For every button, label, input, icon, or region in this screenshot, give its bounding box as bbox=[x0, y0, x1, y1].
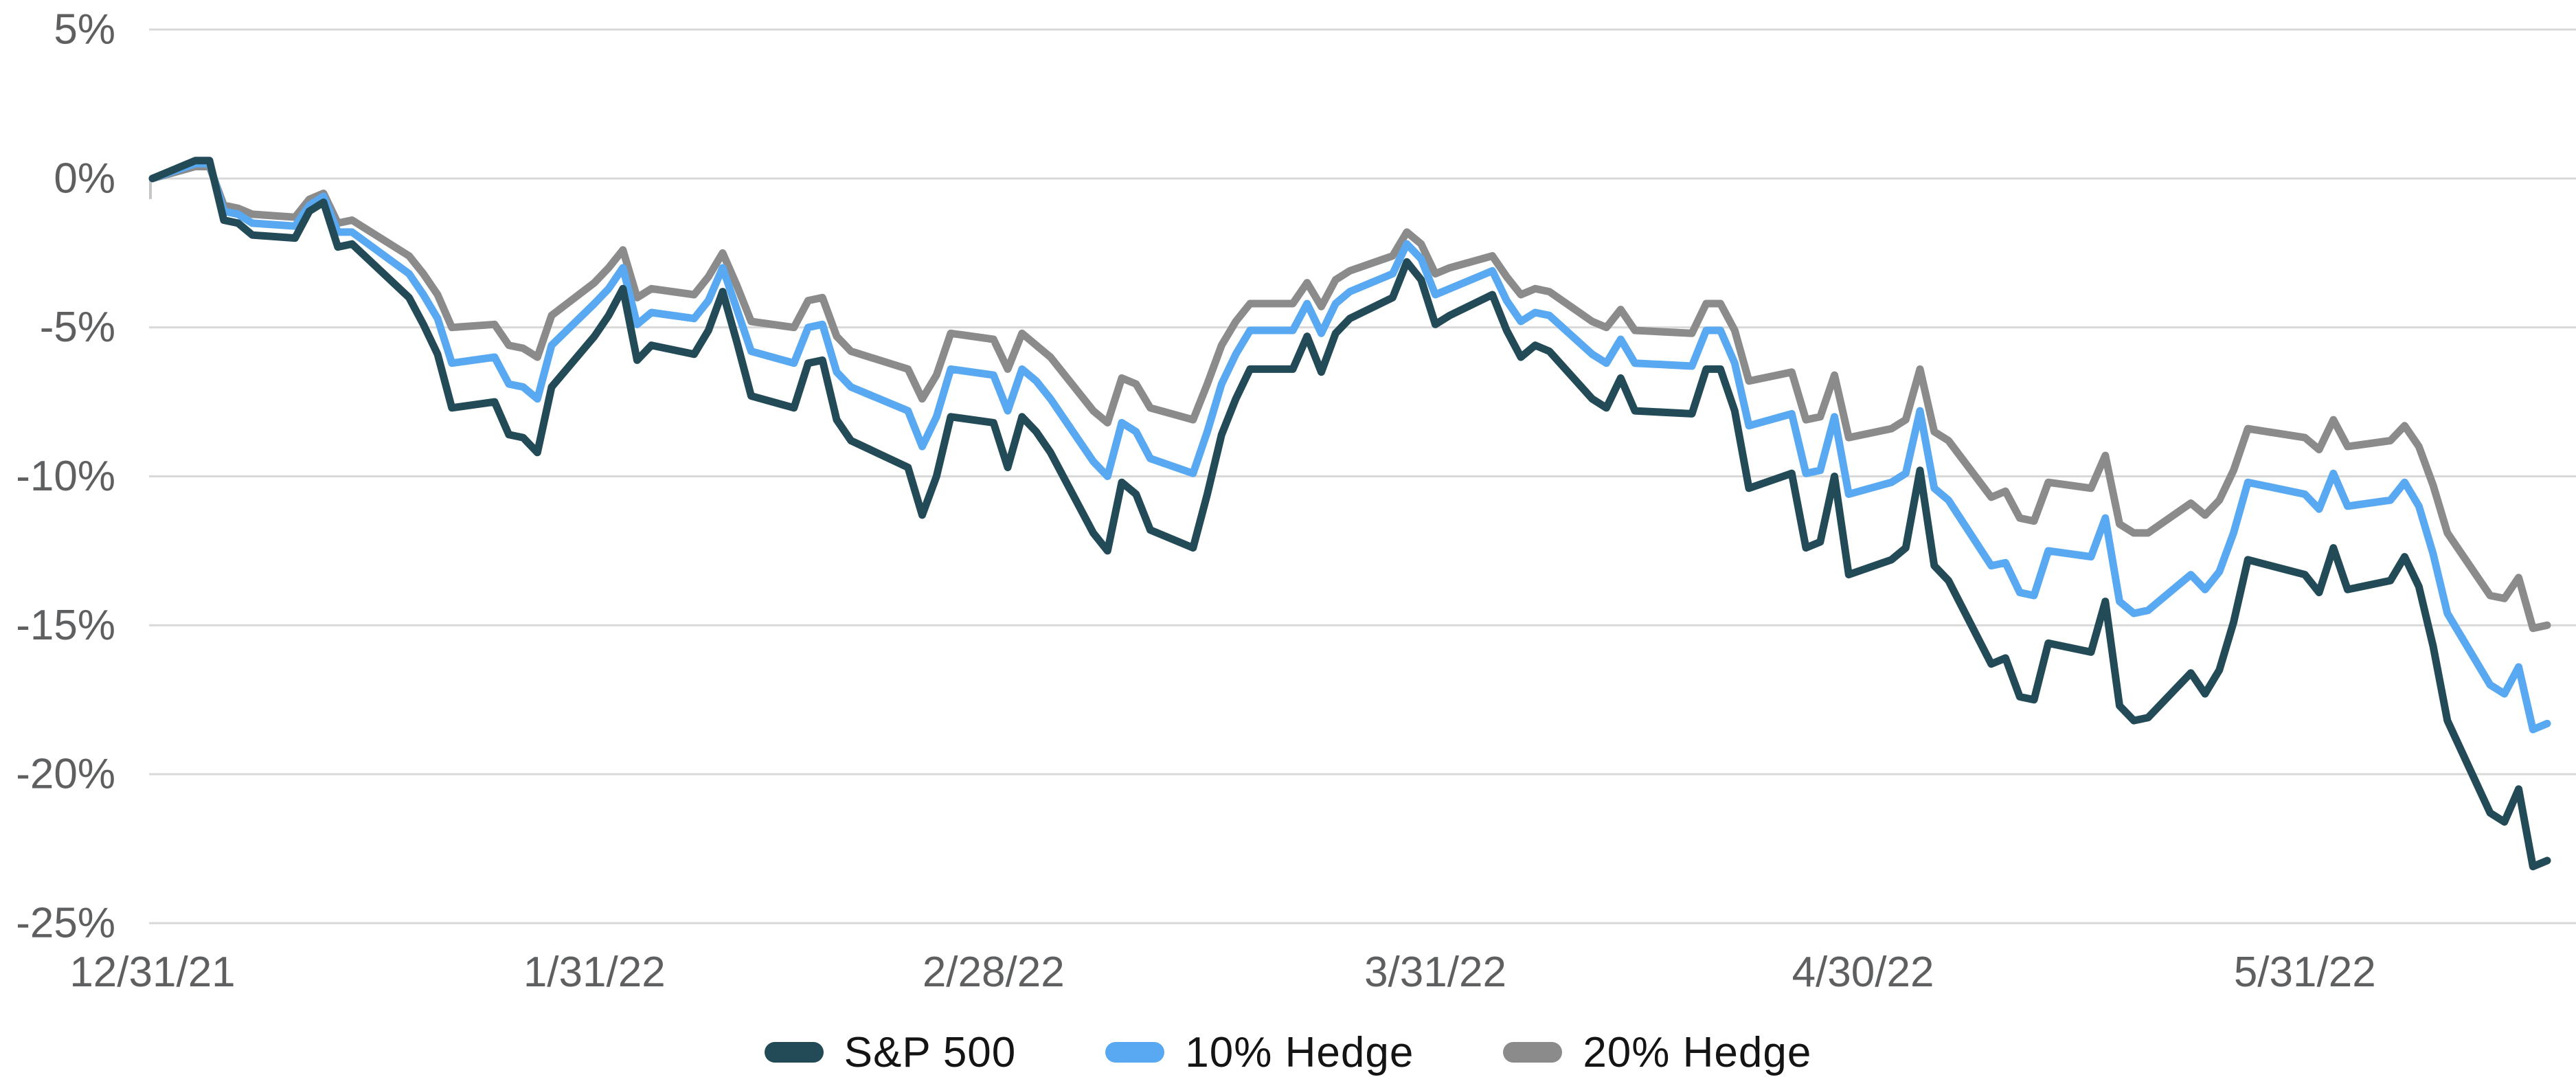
y-tick-label: -10% bbox=[16, 453, 115, 500]
legend-item-10-hedge[interactable]: 10% Hedge bbox=[1105, 1028, 1414, 1077]
legend-label-s-p-500: S&P 500 bbox=[844, 1028, 1017, 1076]
y-tick-label: -20% bbox=[16, 751, 115, 798]
y-axis-labels: 5% 0% -5% -10% -15% -20% -25% bbox=[16, 6, 115, 947]
line-s-p-500 bbox=[148, 157, 2551, 871]
legend-swatch-s-p-500 bbox=[764, 1042, 824, 1063]
series-lines bbox=[148, 157, 2551, 871]
x-tick-label: 2/28/22 bbox=[923, 949, 1065, 996]
legend-swatch-20-hedge bbox=[1503, 1042, 1563, 1063]
y-tick-label: 0% bbox=[54, 155, 115, 202]
x-tick-label: 3/31/22 bbox=[1364, 949, 1506, 996]
x-tick-label: 1/31/22 bbox=[523, 949, 666, 996]
y-tick-label: 5% bbox=[54, 6, 115, 54]
legend-swatch-10-hedge bbox=[1105, 1042, 1165, 1063]
legend-label-10-hedge: 10% Hedge bbox=[1185, 1028, 1414, 1076]
horizontal-gridlines bbox=[149, 28, 2576, 925]
x-tick-label: 5/31/22 bbox=[2234, 949, 2376, 996]
y-tick-label: -15% bbox=[16, 602, 115, 649]
line-20-hedge bbox=[148, 163, 2551, 633]
chart-legend: S&P 500 10% Hedge 20% Hedge bbox=[0, 1025, 2576, 1080]
x-tick-label: 12/31/21 bbox=[69, 949, 235, 996]
y-tick-label: -5% bbox=[40, 304, 115, 351]
x-tick-label: 4/30/22 bbox=[1792, 949, 1934, 996]
legend-item-s-p-500[interactable]: S&P 500 bbox=[764, 1028, 1017, 1077]
legend-item-20-hedge[interactable]: 20% Hedge bbox=[1503, 1028, 1811, 1077]
y-tick-label: -25% bbox=[16, 900, 115, 947]
line-10-hedge bbox=[148, 159, 2551, 734]
x-axis-labels: 12/31/21 1/31/22 2/28/22 3/31/22 4/30/22 5/31… bbox=[69, 949, 2375, 996]
legend-label-20-hedge: 20% Hedge bbox=[1583, 1028, 1812, 1076]
